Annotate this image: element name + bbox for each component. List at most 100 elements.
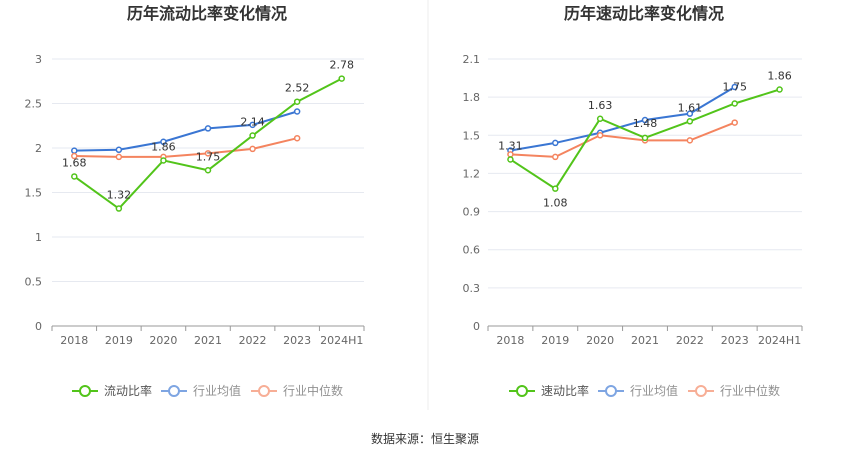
data-label: 2.78	[329, 59, 354, 72]
legend-label: 速动比率	[541, 383, 589, 398]
company-data-point[interactable]	[552, 185, 559, 192]
y-tick-label: 0.3	[463, 282, 481, 295]
y-tick-label: 0	[35, 320, 42, 333]
industry_median-data-point[interactable]	[596, 132, 604, 139]
industry_median-data-point[interactable]	[249, 145, 256, 153]
x-tick-label: 2018	[496, 334, 524, 347]
data-label: 2.14	[240, 116, 265, 129]
data-label: 1.86	[151, 140, 176, 153]
source-note: 数据来源：恒生聚源	[371, 431, 479, 446]
industry_median-data-point[interactable]	[552, 153, 559, 161]
y-tick-label: 1	[35, 231, 42, 244]
legend-marker	[258, 385, 270, 397]
legend-label: 行业均值	[630, 383, 678, 398]
industry_avg-data-point[interactable]	[686, 110, 694, 117]
industry_median-series-line	[74, 137, 298, 158]
legend-label: 行业均值	[193, 383, 241, 398]
y-tick-label: 0.5	[25, 276, 43, 289]
x-tick-label: 2022	[676, 334, 704, 347]
industry_median-data-point[interactable]	[686, 137, 694, 144]
legend-label: 行业中位数	[283, 383, 343, 398]
company-data-point[interactable]	[160, 157, 167, 164]
y-tick-label: 1.8	[463, 91, 481, 104]
industry_avg-data-point[interactable]	[552, 139, 559, 147]
legend-marker	[516, 385, 528, 397]
chart-title: 历年流动比率变化情况	[127, 4, 287, 23]
company-data-point[interactable]	[249, 132, 256, 139]
legend-marker	[168, 385, 180, 397]
company-data-point[interactable]	[204, 167, 212, 174]
y-tick-label: 1.5	[25, 187, 43, 200]
quick-ratio-chart: 历年速动比率变化情况 0 0.3 0.6 0.9 1.2 1.5 1.8 2.1 2018 2019…	[463, 4, 803, 398]
industry_avg-data-point[interactable]	[641, 116, 649, 124]
x-tick-label: 2020	[149, 334, 177, 347]
company-data-point[interactable]	[115, 205, 123, 212]
industry_median-data-point[interactable]	[507, 151, 514, 158]
company-data-point[interactable]	[641, 134, 649, 142]
industry_median-data-point[interactable]	[293, 134, 301, 142]
company-data-point[interactable]	[776, 86, 783, 93]
chart-title: 历年速动比率变化情况	[564, 4, 724, 23]
data-label: 1.08	[543, 197, 568, 210]
data-label: 1.75	[722, 81, 747, 94]
industry_median-data-point[interactable]	[731, 119, 738, 126]
industry_avg-series-line	[74, 110, 298, 152]
industry_avg-data-point[interactable]	[293, 108, 301, 115]
y-tick-label: 2.1	[463, 53, 481, 66]
industry_avg-data-point[interactable]	[204, 125, 212, 132]
industry_avg-data-point[interactable]	[731, 83, 738, 91]
y-tick-label: 2	[35, 142, 42, 155]
data-label: 2.52	[285, 82, 310, 95]
industry_avg-data-point[interactable]	[71, 147, 78, 154]
legend-item-industry_avg[interactable]: 行业均值	[598, 383, 678, 398]
company-data-point[interactable]	[731, 100, 738, 107]
company-data-point[interactable]	[71, 173, 78, 180]
x-tick-label: 2024H1	[758, 334, 801, 347]
y-tick-label: 2.5	[25, 98, 43, 111]
industry_avg-data-point[interactable]	[160, 138, 167, 146]
x-tick-label: 2021	[631, 334, 659, 347]
x-tick-label: 2024H1	[320, 334, 363, 347]
x-tick-label: 2021	[194, 334, 222, 347]
industry_median-series-line	[510, 121, 736, 158]
legend-label: 流动比率	[104, 383, 152, 398]
industry_avg-data-point[interactable]	[115, 146, 123, 154]
x-tick-label: 2023	[283, 334, 311, 347]
data-label: 1.86	[767, 70, 792, 83]
data-label: 1.31	[498, 139, 523, 152]
data-label: 1.63	[588, 99, 613, 112]
company-data-point[interactable]	[338, 75, 345, 82]
y-tick-label: 1.5	[463, 129, 481, 142]
x-tick-label: 2020	[586, 334, 614, 347]
company-data-point[interactable]	[293, 98, 301, 105]
industry_avg-data-point[interactable]	[249, 121, 256, 129]
company-data-point[interactable]	[686, 118, 694, 125]
industry_median-data-point[interactable]	[115, 153, 123, 161]
x-tick-label: 2019	[541, 334, 569, 347]
y-tick-label: 0.6	[463, 244, 481, 257]
y-tick-label: 0	[473, 320, 480, 333]
industry_median-data-point[interactable]	[71, 152, 78, 160]
legend-item-industry_median[interactable]: 行业中位数	[251, 383, 343, 398]
industry_avg-series-line	[510, 86, 736, 152]
legend-marker	[79, 385, 91, 397]
current-ratio-chart: 历年流动比率变化情况 0 0.5 1 1.5 2 2.5 3 2018 2019 2020 2021 2…	[25, 4, 365, 398]
legend-marker	[695, 385, 707, 397]
legend-item-industry_median[interactable]: 行业中位数	[688, 383, 780, 398]
data-label: 1.32	[107, 189, 132, 202]
legend-item-company[interactable]: 流动比率	[72, 383, 152, 398]
data-label: 1.61	[678, 101, 703, 114]
y-tick-label: 0.9	[463, 206, 481, 219]
legend-item-company[interactable]: 速动比率	[509, 383, 589, 398]
industry_median-data-point[interactable]	[204, 150, 212, 157]
x-tick-label: 2018	[60, 334, 88, 347]
legend-item-industry_avg[interactable]: 行业均值	[161, 383, 241, 398]
data-label: 1.75	[196, 150, 221, 163]
data-label: 1.68	[62, 156, 87, 169]
x-tick-label: 2023	[721, 334, 749, 347]
x-tick-label: 2022	[239, 334, 267, 347]
legend-marker	[605, 385, 617, 397]
company-data-point[interactable]	[596, 115, 604, 123]
company-data-point[interactable]	[507, 156, 514, 163]
